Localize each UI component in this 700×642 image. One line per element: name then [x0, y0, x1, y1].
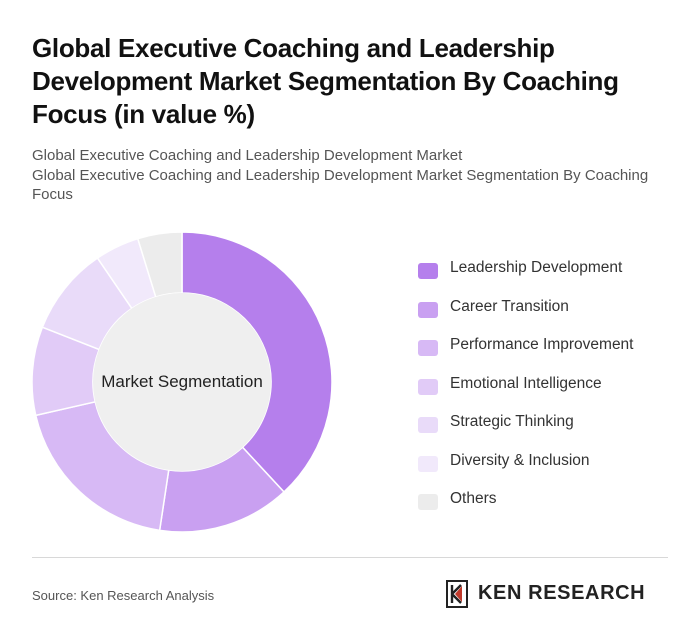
legend-label: Career Transition: [450, 297, 569, 315]
donut-center-label: Market Segmentation: [101, 372, 263, 391]
chart-title: Global Executive Coaching and Leadership…: [32, 33, 619, 129]
legend-label: Emotional Intelligence: [450, 374, 602, 392]
legend-swatch: [418, 301, 438, 318]
legend-swatch: [418, 494, 438, 510]
donut-chart: [31, 231, 333, 533]
legend-swatch: [418, 263, 438, 279]
donut-hole: [93, 293, 271, 471]
footer-divider: [32, 557, 668, 558]
legend-swatch: [418, 455, 438, 472]
legend-label: Diversity & Inclusion: [450, 451, 590, 469]
legend-label: Leadership Development: [450, 259, 623, 276]
chart-subtitle-secondary: Global Executive Coaching and Leadership…: [32, 167, 649, 203]
legend-label: Strategic Thinking: [450, 413, 574, 430]
source-note: Source: Ken Research Analysis: [32, 588, 215, 603]
ken-research-logo-icon: [446, 580, 468, 608]
chart-subtitle: Global Executive Coaching and Leadership…: [32, 147, 463, 164]
legend-swatch: [418, 417, 438, 433]
legend-label: Others: [450, 490, 497, 507]
legend-swatch: [418, 340, 438, 356]
logo-text: KEN RESEARCH: [478, 582, 646, 604]
legend-label: Performance Improvement: [450, 336, 634, 353]
legend-swatch: [418, 378, 438, 395]
